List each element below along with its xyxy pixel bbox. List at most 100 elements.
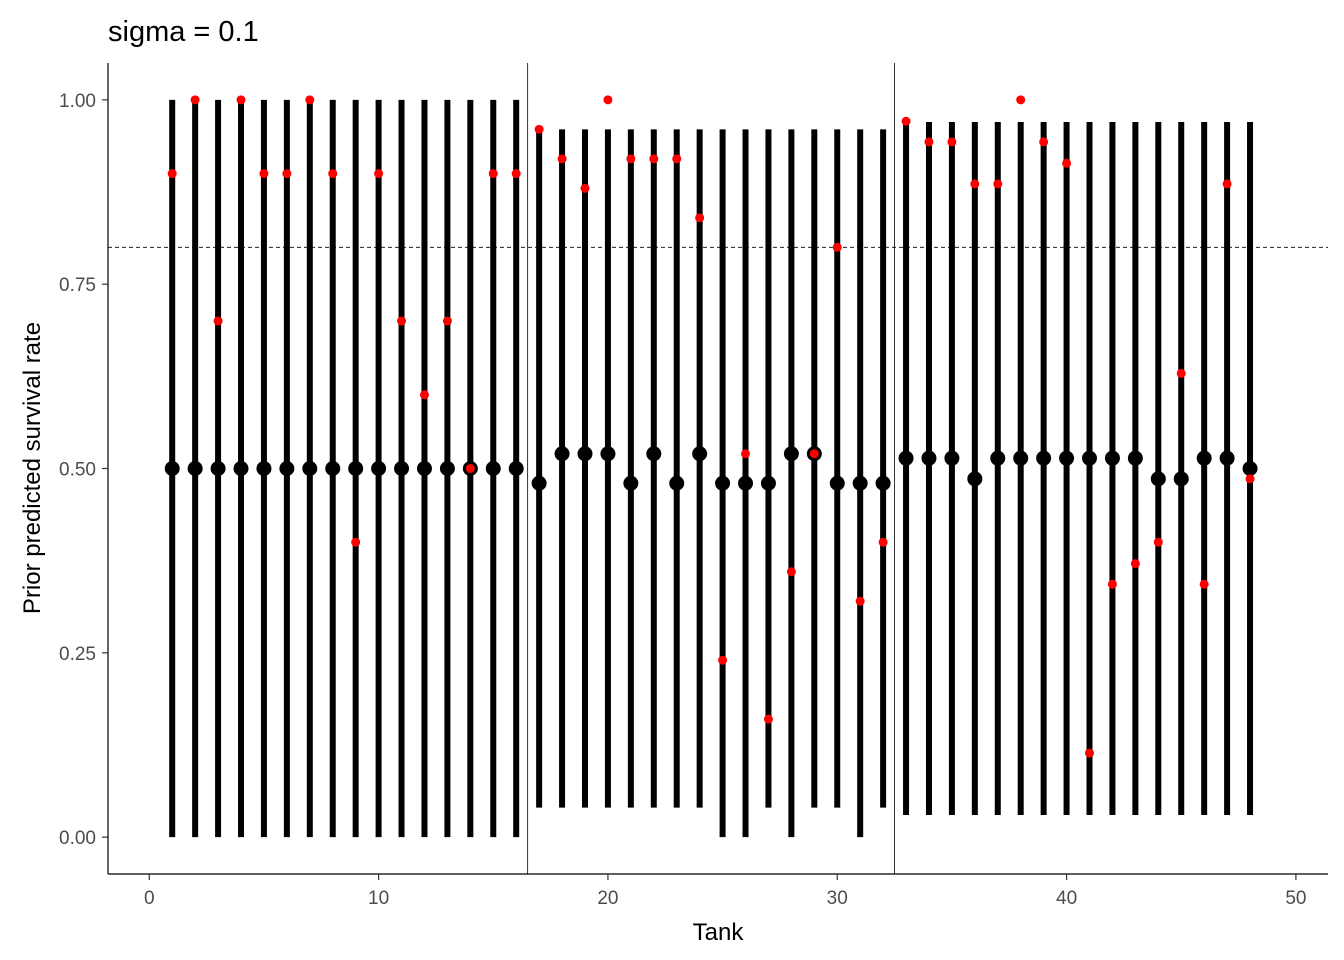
observed-point-tank-32 [878,537,888,547]
observed-point-tank-27 [763,714,773,724]
observed-point-tank-30 [832,242,842,252]
observed-point-tank-6 [282,169,292,179]
x-tick-label: 20 [597,888,618,909]
median-point-tank-31 [852,475,868,491]
observed-point-tank-7 [305,95,315,105]
y-tick-label: 1.00 [59,91,96,112]
x-tick-label: 0 [144,888,155,909]
median-point-tank-3 [210,461,226,476]
median-point-tank-28 [783,446,799,462]
median-point-tank-7 [302,461,318,476]
median-point-tank-5 [256,461,272,476]
observed-point-tank-26 [741,449,751,459]
median-point-tank-2 [187,461,203,476]
observed-point-tank-39 [1039,137,1049,147]
observed-point-tank-36 [970,179,980,189]
x-axis-title: Tank [693,919,745,946]
observed-point-tank-28 [786,567,796,577]
observed-point-tank-37 [993,179,1003,189]
observed-point-tank-9 [351,537,361,547]
observed-point-tank-35 [947,137,957,147]
median-point-tank-9 [348,461,364,476]
observed-point-tank-42 [1107,579,1117,589]
observed-point-tank-2 [190,95,200,105]
observed-point-tank-15 [488,169,498,179]
median-point-tank-43 [1127,450,1143,466]
median-point-tank-17 [531,475,547,491]
median-point-tank-37 [990,450,1006,466]
observed-point-tank-17 [534,124,544,134]
observed-point-tank-34 [924,137,934,147]
median-point-tank-16 [508,461,524,476]
observed-point-tank-41 [1085,748,1095,758]
observed-point-tank-44 [1153,537,1163,547]
observed-point-tank-43 [1130,559,1140,569]
median-point-tank-48 [1242,461,1258,476]
observed-point-tank-19 [580,183,590,193]
observed-point-tank-33 [901,116,911,126]
observed-point-tank-45 [1176,368,1186,378]
median-point-tank-25 [715,475,731,491]
y-tick-label: 0.75 [59,275,96,296]
observed-point-tank-11 [397,316,407,326]
observed-point-tank-18 [557,154,567,164]
observed-point-tank-14 [465,464,475,473]
x-tick-label: 30 [827,888,848,909]
observed-point-tank-29 [809,449,819,459]
median-point-tank-34 [921,450,937,466]
observed-point-tank-46 [1199,579,1209,589]
median-point-tank-33 [898,450,914,466]
median-point-tank-11 [394,461,410,476]
median-point-tank-42 [1104,450,1120,466]
y-axis-title: Prior predicted survival rate [19,322,46,614]
median-point-tank-6 [279,461,295,476]
median-point-tank-46 [1196,450,1212,466]
observed-series [167,95,1255,758]
observed-point-tank-12 [419,390,429,400]
observed-point-tank-21 [626,154,636,164]
median-point-tank-13 [439,461,455,476]
median-point-tank-4 [233,461,249,476]
median-point-tank-39 [1036,450,1052,466]
median-point-tank-1 [164,461,180,476]
median-point-tank-26 [738,475,754,491]
y-ticks: 0.00 0.25 0.50 0.75 1.00 [59,91,108,849]
median-point-tank-18 [554,446,570,462]
x-tick-label: 10 [368,888,389,909]
median-point-tank-47 [1219,450,1235,466]
observed-point-tank-23 [672,154,682,164]
median-point-tank-45 [1173,471,1189,487]
median-point-tank-32 [875,475,891,491]
median-point-tank-20 [600,446,616,462]
median-point-tank-12 [416,461,432,476]
observed-point-tank-48 [1245,474,1255,484]
median-point-tank-40 [1059,450,1075,466]
median-point-tank-15 [485,461,501,476]
median-point-tank-35 [944,450,960,466]
observed-point-tank-16 [511,169,521,179]
median-point-tank-30 [829,475,845,491]
median-point-tank-21 [623,475,639,491]
median-point-tank-23 [669,475,685,491]
observed-point-tank-22 [649,154,659,164]
y-tick-label: 0.00 [59,828,96,849]
x-ticks: 0 10 20 30 40 50 [144,874,1306,909]
median-point-tank-22 [646,446,662,462]
median-point-tank-41 [1082,450,1098,466]
median-point-tank-44 [1150,471,1166,487]
observed-point-tank-20 [603,95,613,105]
observed-point-tank-25 [718,655,728,665]
x-tick-label: 50 [1285,888,1306,909]
median-point-tank-10 [371,461,387,476]
observed-point-tank-47 [1222,179,1232,189]
y-tick-label: 0.25 [59,644,96,665]
observed-point-tank-13 [442,316,452,326]
observed-point-tank-5 [259,169,269,179]
observed-point-tank-10 [374,169,384,179]
median-series [164,446,1258,491]
median-point-tank-27 [760,475,776,491]
y-tick-label: 0.50 [59,460,96,481]
median-point-tank-8 [325,461,341,476]
observed-point-tank-4 [236,95,246,105]
